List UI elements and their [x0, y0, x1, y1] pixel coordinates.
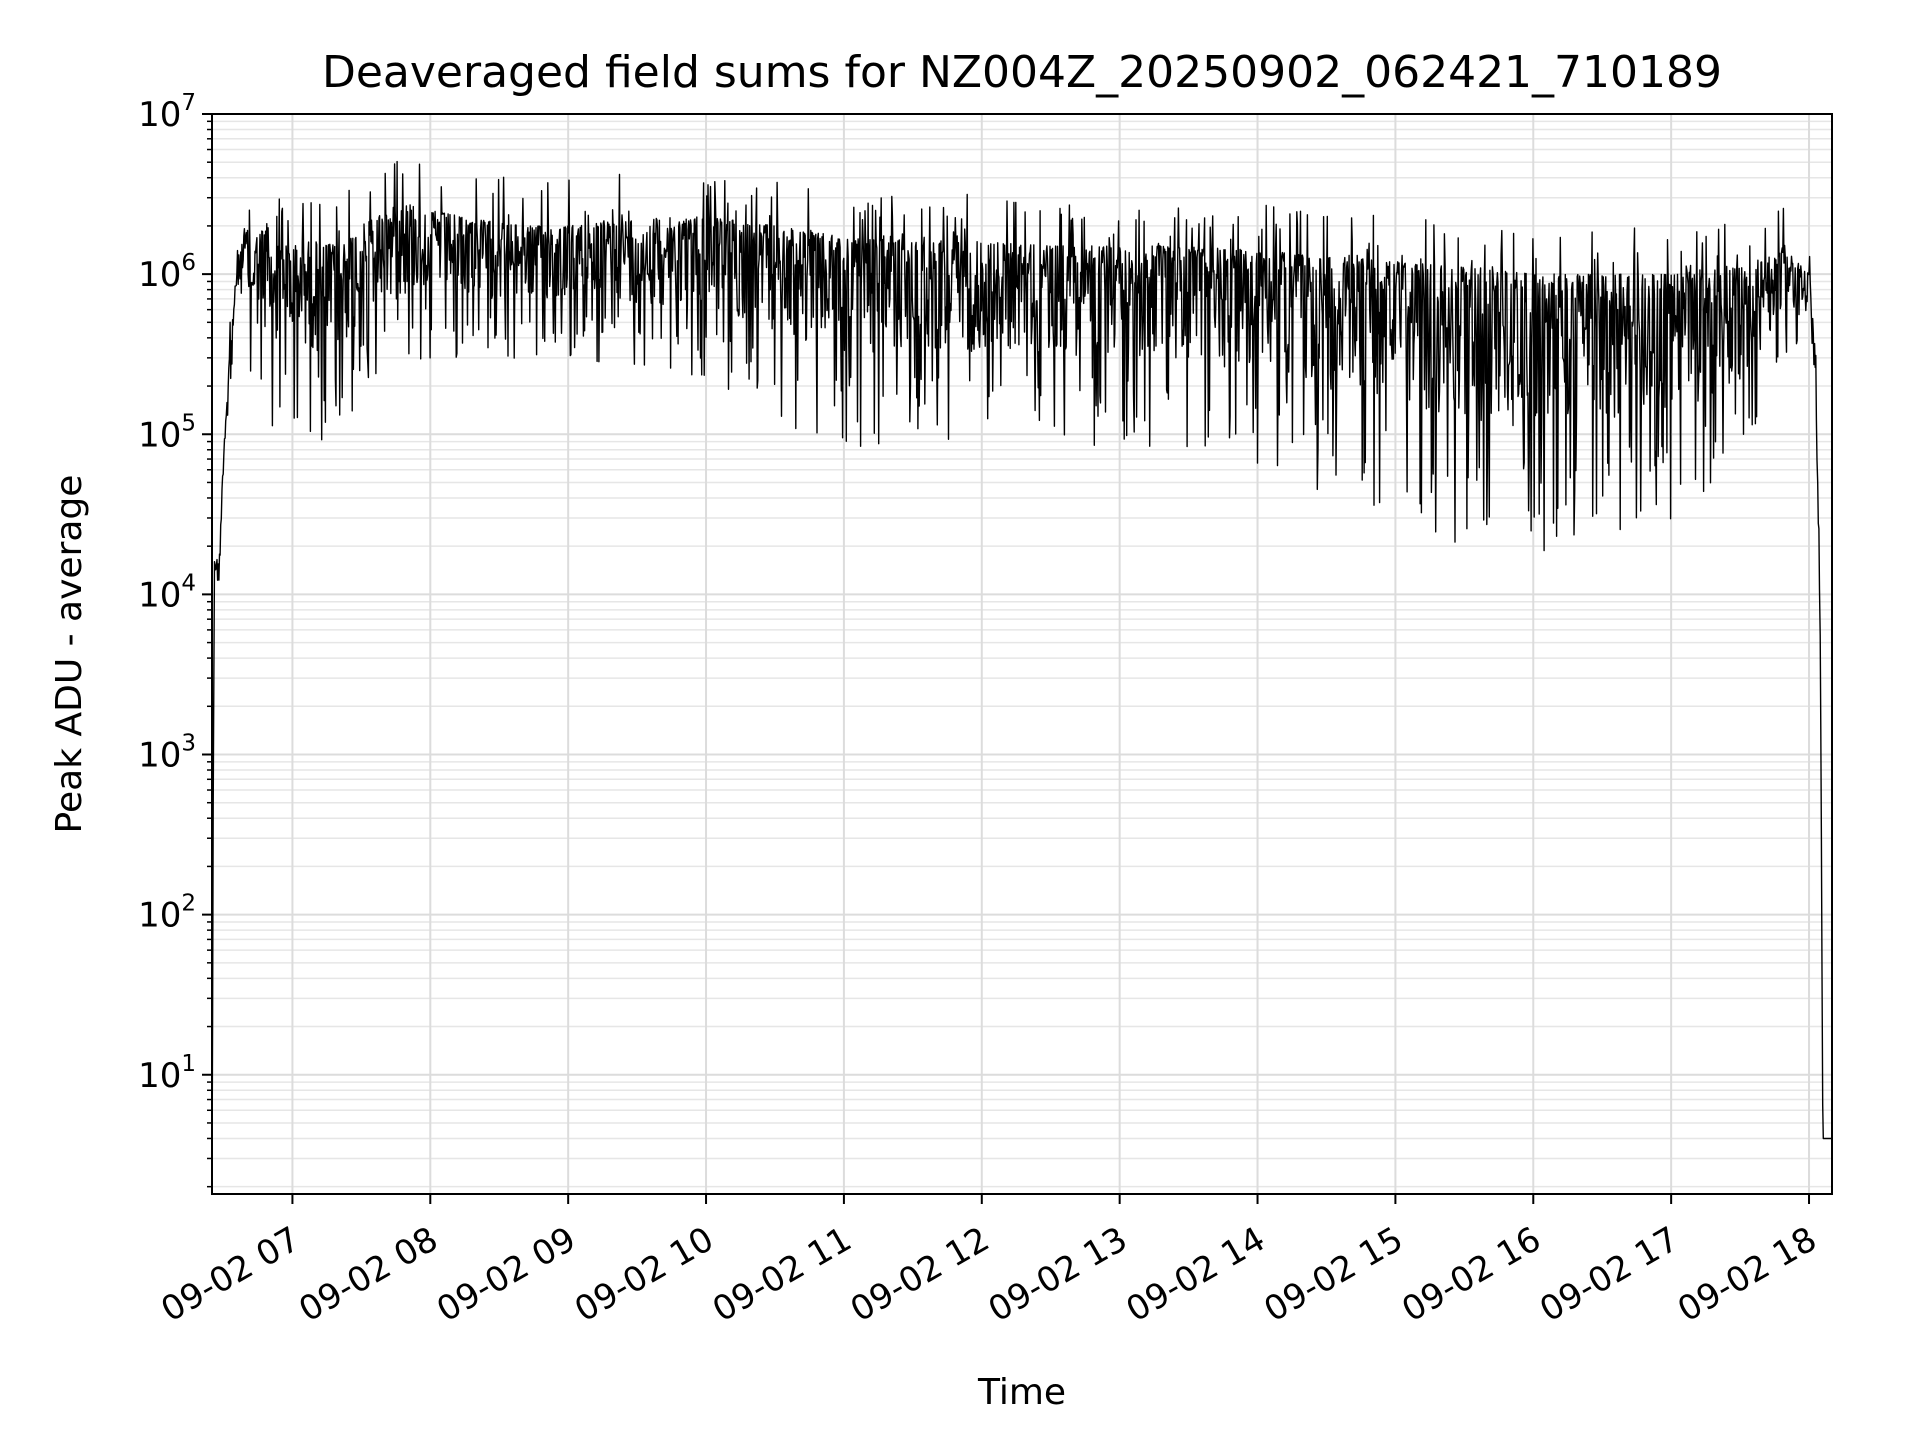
series-line: [211, 160, 1833, 1187]
y-tick-label: 105: [138, 410, 196, 455]
y-tick-label: 106: [138, 250, 196, 295]
y-tick-base: 10: [138, 1056, 181, 1096]
y-tick-exponent: 4: [181, 570, 196, 596]
y-tick-exponent: 2: [181, 891, 196, 917]
y-tick-exponent: 3: [181, 731, 196, 757]
plot-frame: [211, 113, 1833, 1195]
y-tick-base: 10: [138, 95, 181, 135]
y-tick-exponent: 7: [181, 90, 196, 116]
y-tick-base: 10: [138, 736, 181, 776]
y-tick-label: 104: [138, 570, 196, 615]
chart-title: Deaveraged field sums for NZ004Z_2025090…: [322, 47, 1722, 98]
y-tick-base: 10: [138, 255, 181, 295]
y-tick-exponent: 1: [181, 1051, 196, 1077]
y-tick-label: 101: [138, 1051, 196, 1096]
y-tick-base: 10: [138, 415, 181, 455]
y-tick-label: 103: [138, 731, 196, 776]
y-tick-exponent: 6: [181, 250, 196, 276]
y-tick-label: 102: [138, 891, 196, 936]
y-tick-exponent: 5: [181, 410, 196, 436]
y-tick-label: 107: [138, 90, 196, 135]
plot-area: [211, 160, 1833, 1187]
x-axis-label: Time: [977, 1372, 1066, 1413]
y-tick-base: 10: [138, 575, 181, 615]
y-axis-label: Peak ADU - average: [49, 475, 90, 834]
y-tick-base: 10: [138, 896, 181, 936]
